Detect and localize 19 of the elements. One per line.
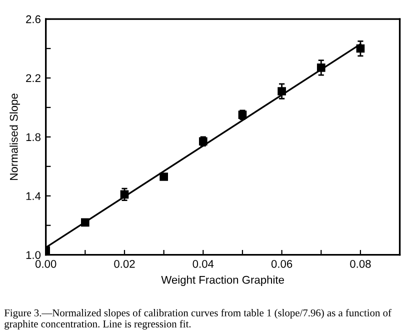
caption: Figure 3.—Normalized slopes of calibration curves from table 1 (slope/7.96) as a function of graphite concentration. Line is regression fit.	[4, 308, 392, 330]
point	[316, 64, 326, 72]
y-tick-label: 1.0	[26, 251, 41, 259]
x-tick-label: 0.02	[114, 260, 135, 268]
point	[160, 172, 168, 181]
y-tick-label: 2.6	[26, 15, 40, 24]
y-axis-title: Normalised Slope	[10, 94, 20, 180]
y-tick-label: 1.8	[26, 133, 40, 142]
x-tick-label: 0.08	[350, 260, 371, 268]
point	[120, 190, 129, 199]
x-axis-title: Weight Fraction Graphite	[161, 276, 284, 286]
point	[278, 87, 286, 96]
y-tick-label: 1.4	[26, 192, 41, 200]
point	[356, 44, 365, 53]
x-tick-label: 0.06	[271, 260, 292, 268]
point	[81, 218, 90, 227]
x-tick-label: 0.04	[192, 260, 214, 268]
x-tick-label: 0.00	[35, 260, 56, 268]
y-tick-label: 2.2	[26, 74, 40, 82]
